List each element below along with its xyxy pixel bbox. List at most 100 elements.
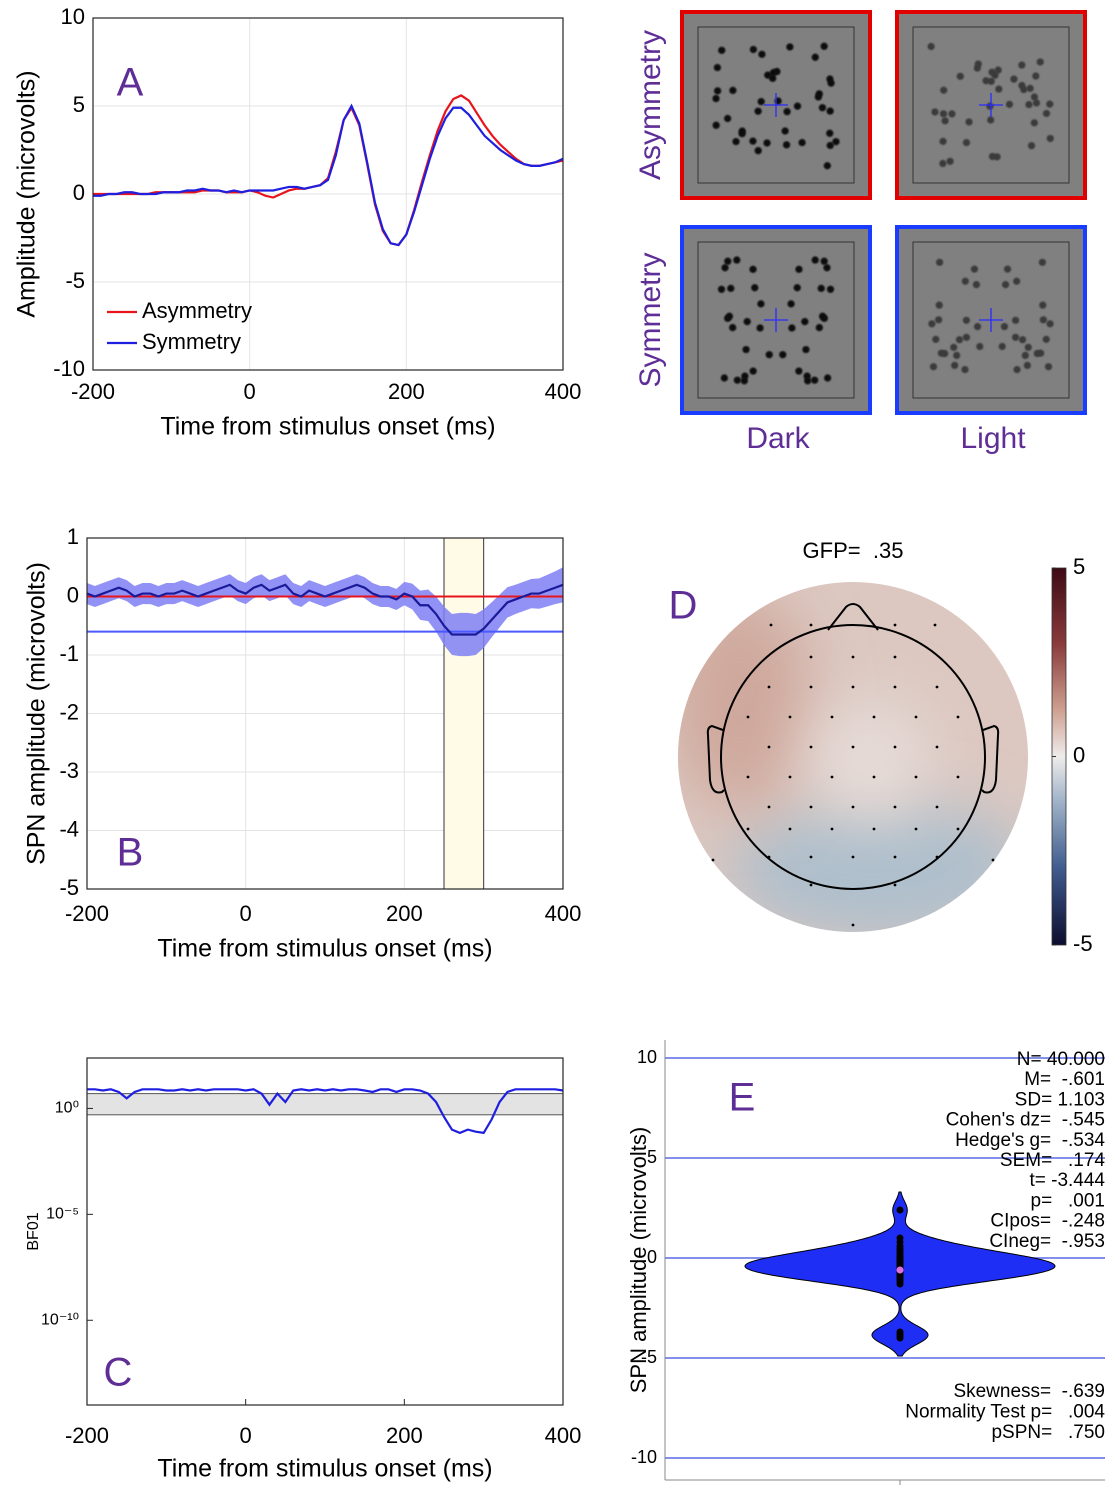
stimulus-dot (832, 138, 840, 146)
stat-line: M= -.601 (1024, 1069, 1105, 1090)
stimulus-dot (733, 256, 741, 264)
electrode (746, 775, 750, 779)
stimulus-dot (801, 318, 809, 326)
left-ear (706, 724, 725, 794)
stat-line: CIpos= -.248 (990, 1211, 1105, 1232)
stimulus-dot (757, 98, 765, 106)
electrode (830, 827, 834, 831)
x-tick-label: -200 (65, 1423, 109, 1448)
legend-label: Asymmetry (142, 298, 252, 323)
data-point (896, 1280, 904, 1288)
stimulus-dot (970, 265, 979, 273)
stat-line: Skewness= -.639 (953, 1381, 1105, 1402)
stimulus-dot (712, 94, 720, 103)
stat-line: p= .001 (1031, 1190, 1105, 1211)
stimulus-dot (826, 285, 835, 293)
electrode (893, 883, 897, 887)
stimulus-dot (929, 363, 938, 371)
stimulus-dot (1010, 75, 1018, 83)
stimulus-dot (758, 50, 766, 58)
stimulus-dot (1027, 142, 1036, 150)
stimulus-dot (948, 110, 956, 118)
stimulus-dot (795, 367, 803, 375)
colorbar-label: -5 (1073, 931, 1093, 956)
stimulus-dot (987, 116, 995, 124)
stimulus-dot (1046, 320, 1054, 328)
stimulus-dot (742, 345, 750, 354)
stimulus-dot (823, 264, 831, 272)
stimulus-dot (795, 265, 803, 273)
stimulus-dot (962, 316, 970, 324)
stimulus-dot (965, 118, 973, 126)
stimulus-dot (941, 349, 949, 358)
electrode (893, 623, 897, 627)
stimulus-dot (956, 72, 964, 80)
electrode (809, 685, 813, 689)
stimulus-dot (783, 108, 791, 116)
electrode (746, 715, 750, 719)
stimulus-inner (697, 26, 855, 184)
stimulus-inner (697, 241, 855, 399)
stimulus-dot (756, 324, 764, 332)
x-axis-label: Time from stimulus onset (ms) (160, 413, 495, 441)
stimulus-dot (763, 139, 771, 147)
electrode (851, 855, 855, 859)
electrode (933, 623, 937, 627)
y-tick-label: -3 (59, 758, 79, 783)
stimulus-dot (976, 342, 984, 351)
stimulus-dot (811, 376, 819, 384)
stimulus-dot (1030, 93, 1039, 101)
y-tick-label: -5 (59, 875, 79, 900)
axes-frame (86, 537, 564, 890)
stimulus-dot (1042, 335, 1050, 343)
y-tick-label: 0 (73, 180, 85, 205)
scalp-shade (810, 700, 930, 820)
stimulus-dot (939, 159, 947, 168)
stimulus-dot (1018, 336, 1027, 344)
stimulus-inner (912, 241, 1070, 399)
electrode (830, 775, 834, 779)
electrode (788, 827, 792, 831)
stimulus-dot (987, 77, 995, 85)
stimulus-dot (988, 68, 996, 76)
stimulus-dot (1001, 281, 1010, 289)
stimulus-dot (935, 301, 943, 309)
x-tick-label: 200 (386, 1423, 423, 1448)
stimulus-dot (721, 264, 729, 272)
stimulus-dot (986, 102, 994, 110)
y-tick-label: 1 (67, 524, 79, 549)
stimulus-dot (793, 102, 802, 110)
stimulus-dot (931, 108, 939, 116)
stimulus-dot (936, 258, 944, 266)
electrode (851, 745, 855, 749)
y-tick-label: -10 (631, 1447, 657, 1467)
stimulus-dot (815, 323, 823, 332)
electrode (767, 745, 771, 749)
stimulus-dot (749, 367, 757, 375)
fixation-cross (979, 308, 1003, 332)
stimulus-dot (1013, 365, 1021, 374)
legend-label: Symmetry (142, 329, 241, 354)
stimulus-dot (714, 87, 722, 95)
stimulus-dot (749, 45, 757, 54)
stat-line: Cohen's dz= -.545 (946, 1110, 1105, 1131)
electrode (711, 858, 715, 862)
stat-line: CIneg= -.953 (989, 1231, 1105, 1252)
stimulus-dot (1020, 85, 1028, 94)
analysis-window (443, 537, 485, 890)
stimulus-dot (995, 85, 1003, 93)
stimulus-dot (826, 141, 834, 150)
stimulus-dot (798, 138, 806, 147)
stimulus-dot (1046, 100, 1054, 108)
stimulus-dot (953, 351, 961, 360)
stimulus-dot (820, 257, 828, 265)
stimulus-dot (786, 43, 794, 51)
y-tick-label: 10⁻⁵ (46, 1206, 79, 1223)
x-tick-label: -200 (71, 379, 115, 404)
panel-letter: E (729, 1076, 756, 1120)
stimulus-dot (994, 66, 1002, 74)
electrode (893, 805, 897, 809)
stimulus-dot (1036, 58, 1044, 66)
stimulus-dot (972, 281, 981, 289)
